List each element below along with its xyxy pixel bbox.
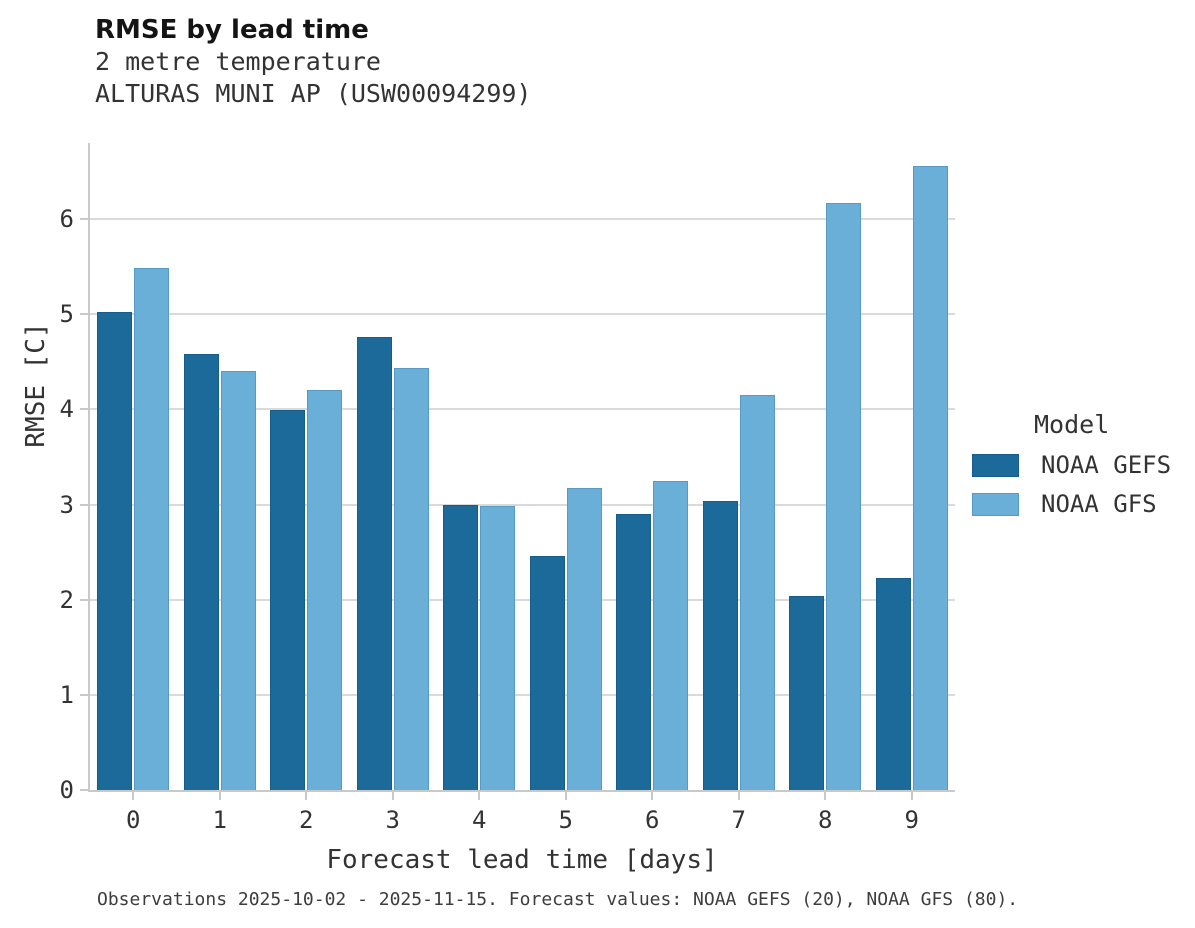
y-tick-label: 6 bbox=[59, 205, 74, 234]
bar-noaa-gfs bbox=[566, 488, 602, 790]
x-tick-label: 6 bbox=[645, 806, 660, 834]
chart-subtitle-variable: 2 metre temperature bbox=[95, 47, 381, 76]
y-tick bbox=[80, 408, 88, 411]
x-axis-label: Forecast lead time [days] bbox=[326, 845, 718, 875]
y-tick-label: 3 bbox=[59, 490, 74, 519]
x-tick-label: 3 bbox=[385, 806, 400, 834]
bar-noaa-gefs bbox=[97, 312, 133, 790]
bar-noaa-gefs bbox=[789, 595, 825, 790]
bar-noaa-gfs bbox=[393, 367, 429, 790]
y-tick bbox=[80, 598, 88, 601]
x-axis-spine bbox=[88, 790, 955, 792]
chart-subtitle-station: ALTURAS MUNI AP (USW00094299) bbox=[95, 79, 532, 108]
gridline bbox=[90, 598, 955, 601]
caption: Observations 2025-10-02 - 2025-11-15. Fo… bbox=[97, 889, 1019, 910]
bar-noaa-gefs bbox=[356, 337, 392, 790]
gridline bbox=[90, 693, 955, 696]
bar-noaa-gefs bbox=[702, 500, 738, 790]
gridline bbox=[90, 503, 955, 506]
legend-entry: NOAA GEFS bbox=[972, 451, 1187, 479]
y-tick-label: 4 bbox=[59, 395, 74, 424]
bar-noaa-gefs bbox=[529, 555, 565, 790]
y-tick-label: 2 bbox=[59, 585, 74, 614]
bar-noaa-gfs bbox=[653, 480, 689, 790]
y-axis-label: RMSE [C] bbox=[21, 322, 51, 448]
x-tick bbox=[737, 792, 740, 800]
x-tick bbox=[391, 792, 394, 800]
legend-label: NOAA GFS bbox=[1041, 490, 1157, 518]
x-tick-label: 8 bbox=[818, 806, 833, 834]
bar-noaa-gefs bbox=[443, 504, 479, 790]
bar-noaa-gfs bbox=[220, 371, 256, 790]
bar-noaa-gfs bbox=[307, 390, 343, 790]
x-tick-label: 9 bbox=[904, 806, 919, 834]
bar-noaa-gfs bbox=[739, 395, 775, 790]
legend-label: NOAA GEFS bbox=[1041, 451, 1172, 479]
y-tick-label: 5 bbox=[59, 300, 74, 329]
x-tick bbox=[305, 792, 308, 800]
gridline bbox=[90, 313, 955, 316]
x-tick bbox=[218, 792, 221, 800]
x-tick bbox=[651, 792, 654, 800]
x-tick-label: 0 bbox=[126, 806, 141, 834]
gridline bbox=[90, 408, 955, 411]
x-tick bbox=[132, 792, 135, 800]
bar-noaa-gfs bbox=[134, 267, 170, 790]
y-tick bbox=[80, 693, 88, 696]
x-tick-label: 7 bbox=[731, 806, 746, 834]
bar-noaa-gefs bbox=[875, 577, 911, 790]
legend: Model NOAA GEFS NOAA GFS bbox=[972, 410, 1187, 529]
chart-header: RMSE by lead time 2 metre temperature AL… bbox=[95, 14, 532, 110]
bar-noaa-gefs bbox=[270, 410, 306, 790]
x-tick bbox=[824, 792, 827, 800]
bar-noaa-gfs bbox=[826, 202, 862, 790]
chart-title: RMSE by lead time bbox=[95, 15, 369, 45]
plot-area: 0 1 2 3 4 5 6 0 1 2 3 4 5 6 7 8 9 bbox=[60, 143, 955, 834]
y-tick-label: 0 bbox=[59, 776, 74, 804]
x-tick bbox=[910, 792, 913, 800]
legend-swatch bbox=[972, 492, 1019, 516]
y-tick bbox=[80, 503, 88, 506]
y-tick bbox=[80, 218, 88, 221]
legend-entry: NOAA GFS bbox=[972, 490, 1187, 518]
x-tick-label: 1 bbox=[212, 806, 227, 834]
bar-noaa-gfs bbox=[912, 165, 948, 790]
y-tick bbox=[80, 789, 88, 791]
x-tick bbox=[478, 792, 481, 800]
legend-title: Model bbox=[1034, 410, 1110, 439]
bar-noaa-gefs bbox=[616, 514, 652, 790]
y-tick-label: 1 bbox=[59, 680, 74, 709]
bar-noaa-gfs bbox=[480, 505, 516, 790]
bar-noaa-gefs bbox=[183, 354, 219, 790]
y-axis-spine bbox=[88, 143, 90, 792]
gridline bbox=[90, 218, 955, 221]
x-tick-label: 4 bbox=[472, 806, 487, 834]
x-tick-label: 2 bbox=[299, 806, 314, 834]
x-tick-label: 5 bbox=[558, 806, 573, 834]
y-tick bbox=[80, 313, 88, 316]
legend-swatch bbox=[972, 453, 1019, 477]
x-tick bbox=[564, 792, 567, 800]
